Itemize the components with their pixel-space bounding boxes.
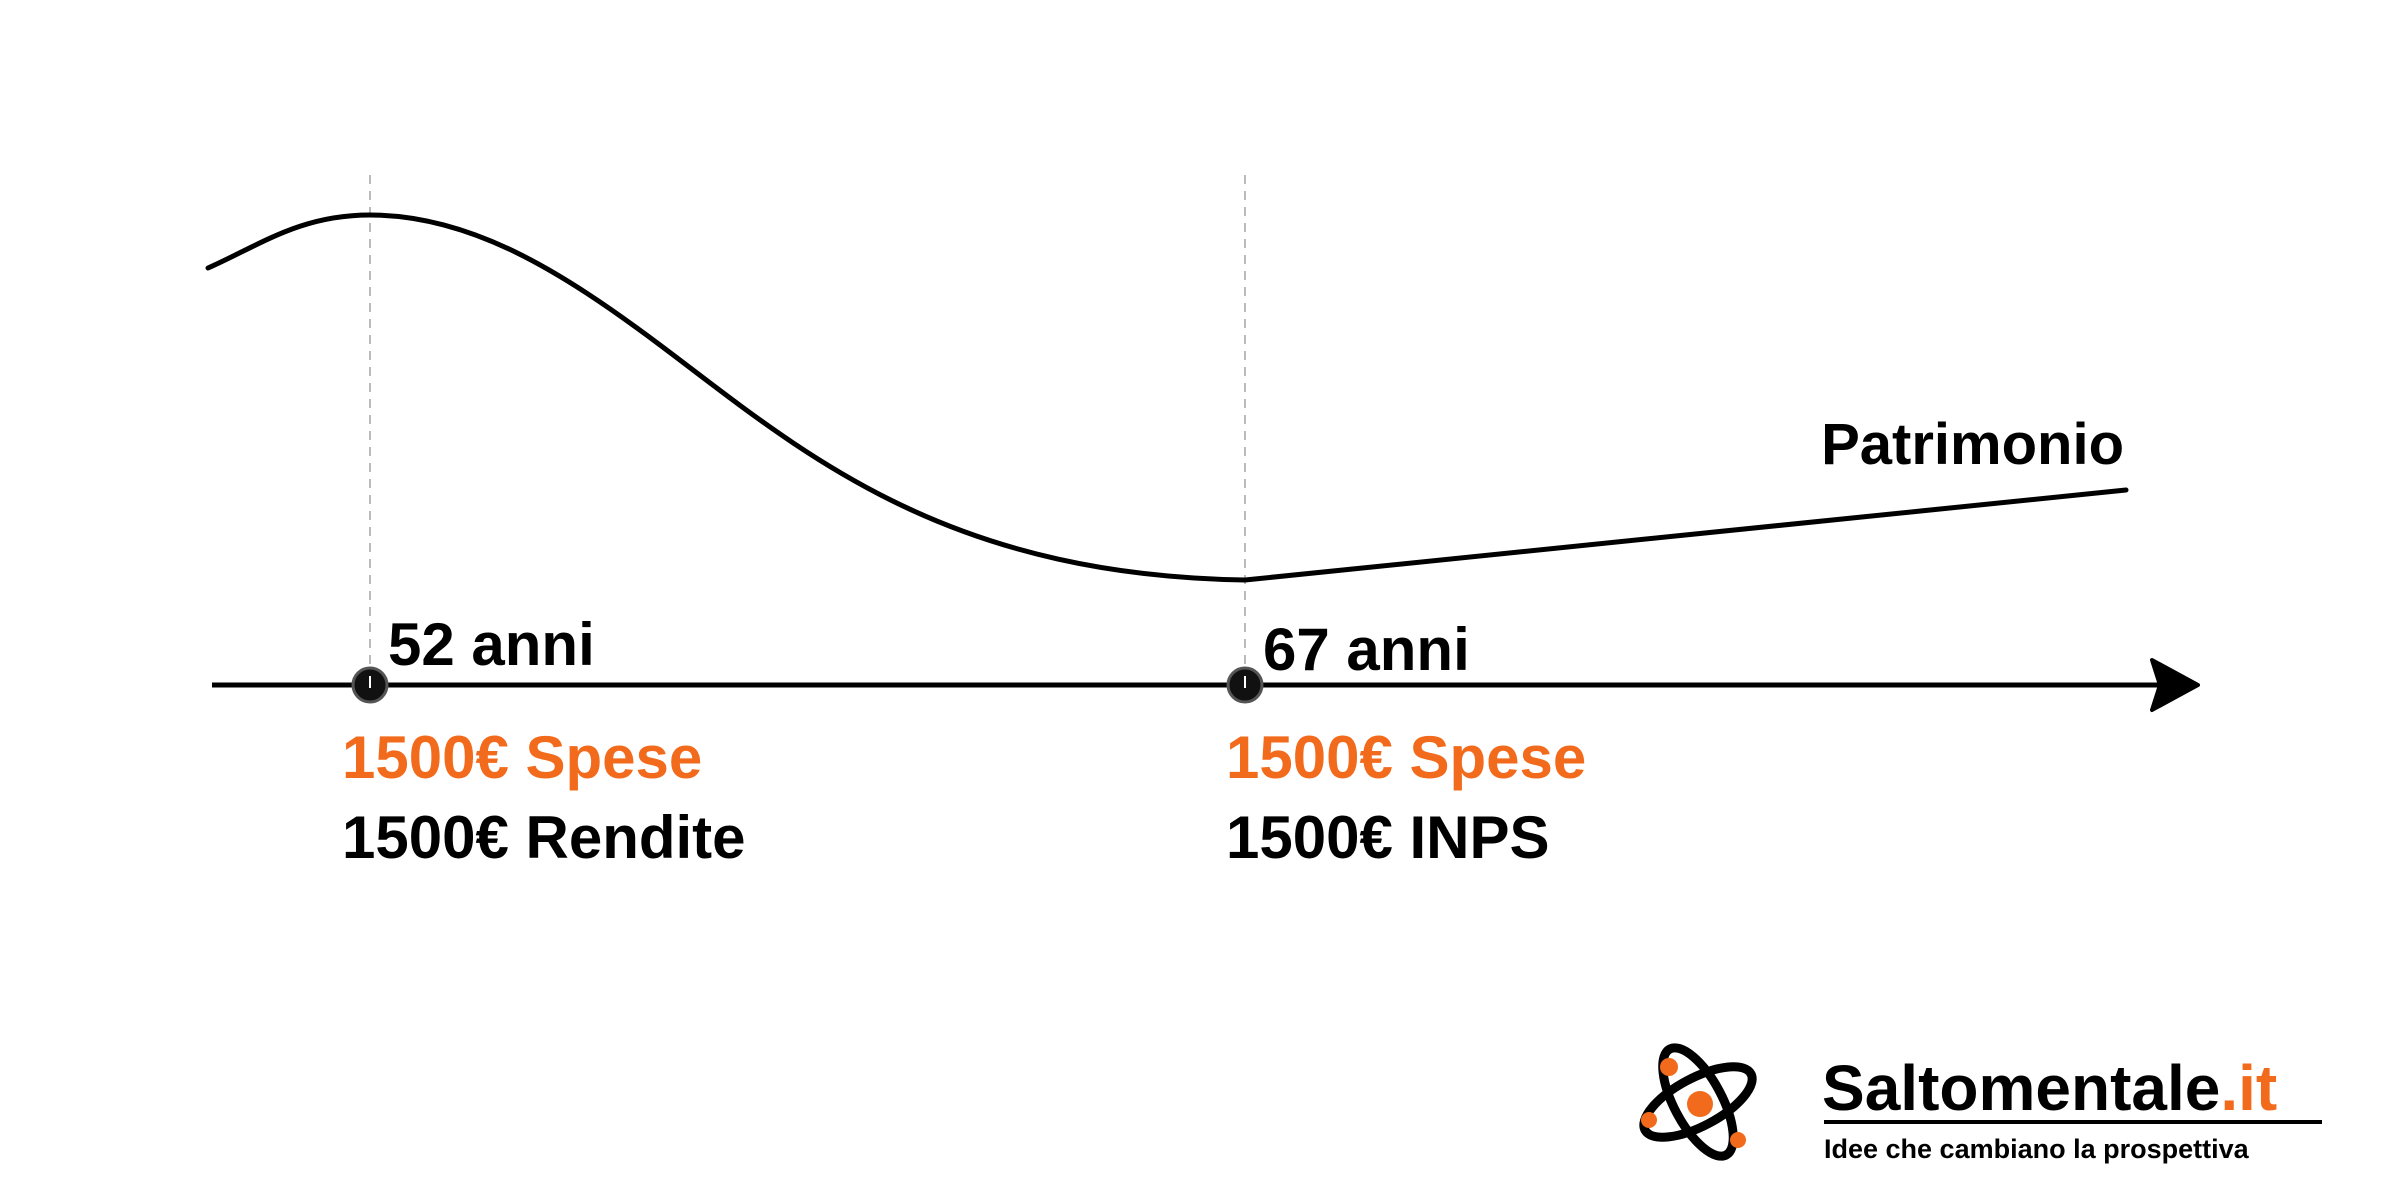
- patrimonio-curve: [205, 212, 2129, 583]
- brand-tld: .it: [2220, 1052, 2277, 1124]
- circle-marker-icon: [351, 666, 389, 704]
- milestone-expense-label: 1500€ Spese: [342, 724, 702, 791]
- milestone-income-label: 1500€ Rendite: [342, 804, 746, 871]
- brand-wordmark: Saltomentale.it Idee che cambiano la pro…: [1822, 1052, 2322, 1164]
- svg-text:Saltomentale.it: Saltomentale.it: [1822, 1052, 2277, 1124]
- atom-icon: [1639, 1043, 1757, 1161]
- arrowhead-icon: [2150, 658, 2200, 712]
- curve-label: Patrimonio: [1821, 412, 2124, 477]
- milestone-age-label: 52 anni: [388, 611, 595, 678]
- milestone-income-label: 1500€ INPS: [1226, 804, 1550, 871]
- circle-marker-icon: [1226, 666, 1264, 704]
- milestone-age-label: 67 anni: [1263, 616, 1470, 683]
- brand-tagline: Idee che cambiano la prospettiva: [1824, 1134, 2250, 1164]
- milestone-expense-label: 1500€ Spese: [1226, 724, 1586, 791]
- brand-name: Saltomentale: [1822, 1052, 2220, 1124]
